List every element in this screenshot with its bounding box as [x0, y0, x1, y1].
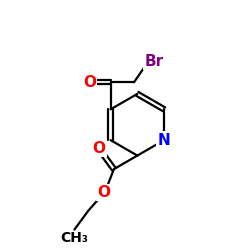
- Text: O: O: [98, 185, 110, 200]
- Text: O: O: [92, 141, 106, 156]
- Text: N: N: [158, 133, 170, 148]
- Text: O: O: [83, 75, 96, 90]
- Text: Br: Br: [144, 54, 163, 69]
- Text: CH₃: CH₃: [60, 231, 88, 245]
